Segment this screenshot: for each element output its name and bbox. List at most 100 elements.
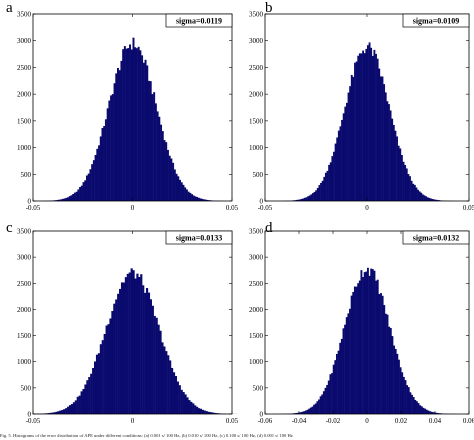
y-tick-label: 3500	[249, 11, 264, 19]
histogram-bar	[111, 94, 114, 201]
y-tick-label: 500	[21, 384, 32, 392]
histogram-bar	[90, 373, 93, 414]
histogram-bar	[437, 413, 440, 414]
y-tick-label: 3500	[249, 228, 264, 236]
histogram-bar	[360, 53, 363, 201]
histogram-bar	[410, 180, 413, 201]
histogram-bar	[379, 76, 382, 201]
histogram-bar	[297, 199, 300, 201]
histogram-bar	[96, 148, 99, 201]
sigma-label-b: sigma=0.0109	[413, 17, 460, 26]
histogram-bar	[402, 376, 405, 414]
histogram-bar	[321, 394, 324, 414]
histogram-bar	[126, 273, 129, 414]
histogram-bar	[163, 140, 166, 201]
histogram-bar	[339, 342, 342, 414]
histogram-bar	[80, 391, 83, 414]
histogram-bar	[391, 336, 394, 414]
histogram-bar	[344, 324, 347, 414]
histogram-bar	[61, 198, 64, 201]
histogram-bar	[149, 81, 152, 201]
histogram-bar	[301, 411, 304, 414]
panel-letter-d: d	[265, 220, 273, 236]
x-tick-label: -0.05	[26, 417, 41, 425]
histogram-bar	[399, 367, 402, 414]
histogram-bar	[192, 195, 195, 201]
histogram-bar	[347, 92, 350, 201]
x-tick-label: 0	[365, 204, 369, 212]
histogram-bar	[97, 353, 101, 414]
histogram-bar	[151, 94, 154, 201]
histogram-bar	[310, 194, 313, 201]
y-tick-label: 2000	[249, 306, 264, 314]
histogram-bar	[436, 199, 439, 201]
histogram-bar	[122, 49, 125, 202]
histogram-bar	[211, 412, 214, 414]
histogram-bar	[349, 308, 351, 414]
x-tick-label: 0	[131, 417, 135, 425]
histogram-bar	[68, 405, 72, 414]
histogram-bar	[82, 388, 85, 414]
histogram-bar	[151, 305, 154, 414]
histogram-bar	[92, 160, 95, 201]
histogram-bar	[426, 197, 429, 201]
histogram-bar	[438, 200, 441, 201]
histogram-bar	[355, 286, 358, 414]
histogram-bar	[180, 182, 183, 201]
histogram-bar	[194, 196, 197, 201]
histogram-bar	[322, 391, 325, 414]
histogram-bar	[409, 176, 411, 201]
histogram-bar	[354, 62, 356, 202]
histogram-bar	[397, 145, 400, 201]
histogram-bar	[307, 196, 310, 201]
histogram-bar	[49, 412, 52, 414]
histogram-bar	[87, 173, 90, 201]
y-tick-label: 1000	[249, 358, 264, 366]
histogram-bar	[113, 83, 116, 201]
histogram-bar	[430, 198, 432, 201]
x-tick-label: 0.05	[226, 417, 239, 425]
histogram-bar	[331, 373, 333, 414]
figure-caption: Fig. 5. Histograms of the error distribu…	[0, 433, 293, 438]
y-tick-label: 1000	[249, 144, 264, 152]
histogram-bar	[362, 277, 364, 414]
histogram-bar	[394, 130, 397, 201]
histogram-bar	[176, 381, 179, 414]
histogram-bar	[80, 185, 83, 201]
histogram-bar	[191, 194, 194, 201]
histogram-bar	[391, 118, 394, 201]
histogram-bar	[144, 292, 147, 414]
histogram-bar	[161, 342, 164, 414]
histogram-bar	[115, 73, 118, 201]
histogram-bar	[79, 187, 82, 201]
histogram-bar	[365, 271, 368, 414]
histogram-bar	[386, 314, 389, 414]
histogram-bar	[313, 404, 316, 414]
histogram-bar	[173, 169, 176, 201]
histogram-bar	[196, 197, 199, 201]
histogram-bar	[299, 199, 301, 201]
histogram-bar	[175, 173, 178, 201]
histogram-bar	[72, 194, 75, 201]
histogram-bar	[192, 403, 195, 414]
histogram-bar	[414, 399, 417, 414]
histogram-bar	[149, 299, 152, 414]
histogram-bar	[84, 384, 87, 414]
histogram-bar	[67, 406, 70, 414]
x-tick-label: -0.05	[258, 204, 273, 212]
histogram-bar	[318, 399, 320, 414]
histogram-bar	[334, 143, 337, 201]
histogram-bar	[433, 199, 436, 201]
histogram-bar	[123, 46, 126, 202]
histogram-bar	[337, 350, 340, 414]
histogram-bar	[337, 130, 340, 201]
histogram-bar	[148, 80, 150, 201]
histogram-bar	[323, 176, 326, 201]
histogram-bar	[105, 325, 108, 414]
histogram-bar	[384, 313, 387, 414]
histogram-bar	[342, 328, 345, 414]
y-tick-label: 0	[28, 411, 32, 419]
histogram-bar	[321, 180, 324, 201]
histogram-bar	[401, 372, 404, 414]
